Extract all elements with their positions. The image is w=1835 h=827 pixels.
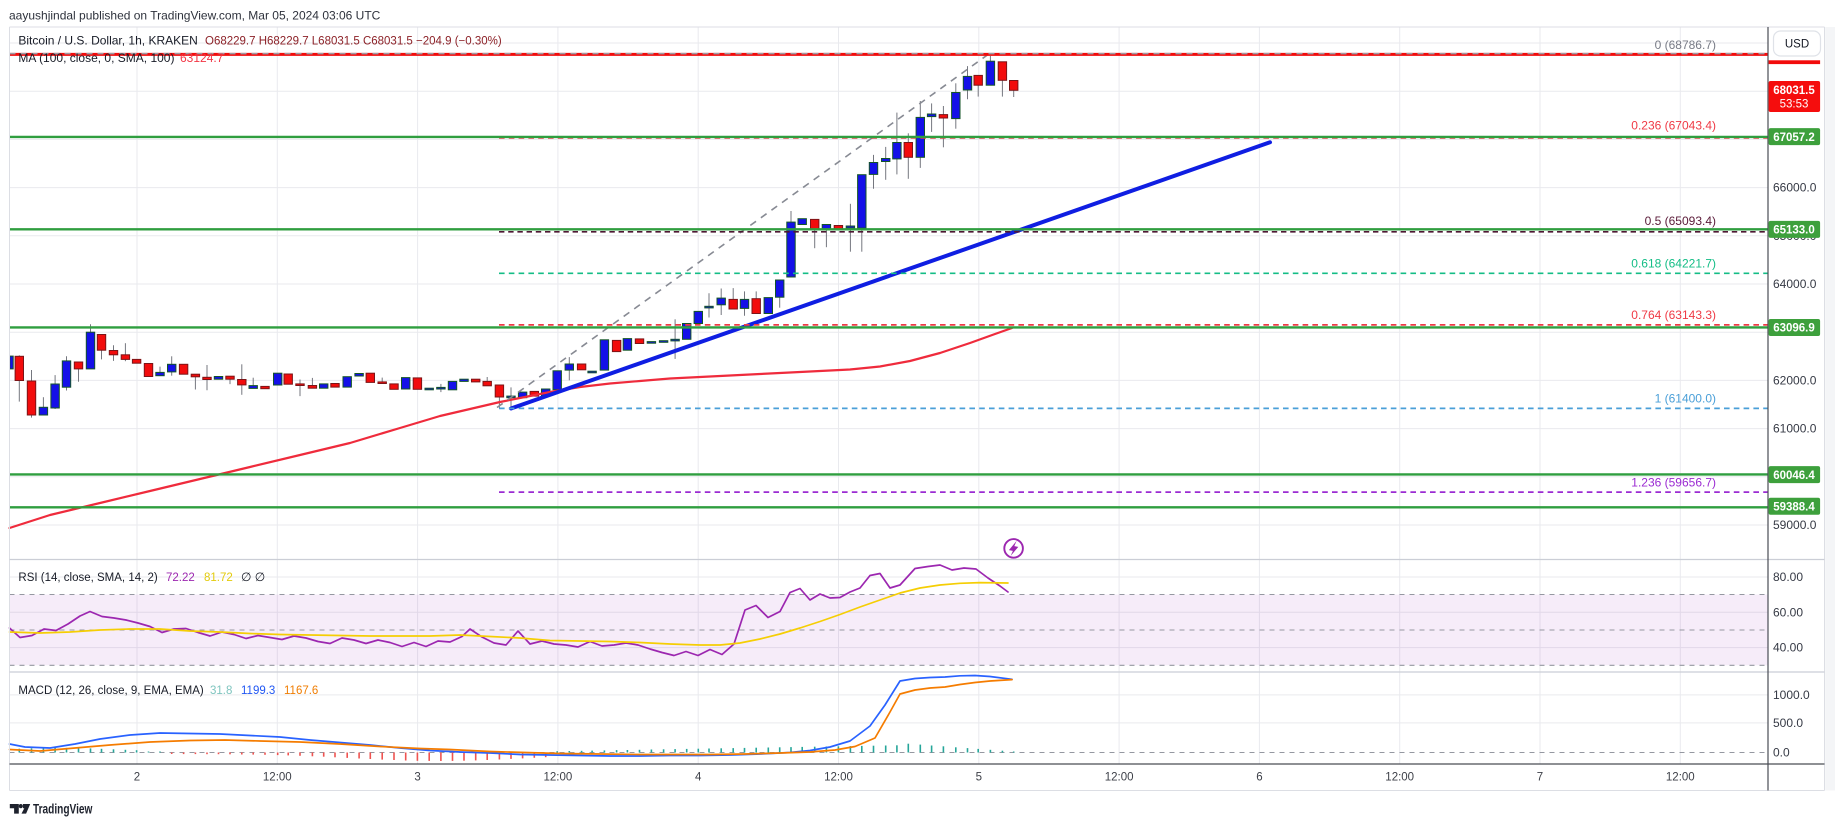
- svg-text:1 (61400.0): 1 (61400.0): [1655, 392, 1716, 406]
- svg-text:500.0: 500.0: [1773, 716, 1803, 730]
- svg-text:65133.0: 65133.0: [1773, 225, 1815, 237]
- svg-text:0.618 (64221.7): 0.618 (64221.7): [1631, 256, 1716, 270]
- svg-text:61000.0: 61000.0: [1773, 422, 1817, 436]
- svg-text:3: 3: [414, 772, 420, 784]
- svg-text:RSI (14, close, SMA, 14, 2): RSI (14, close, SMA, 14, 2): [18, 572, 158, 584]
- svg-text:MACD (12, 26, close, 9, EMA, E: MACD (12, 26, close, 9, EMA, EMA): [18, 685, 204, 697]
- svg-text:68031.5: 68031.5: [1773, 85, 1815, 97]
- svg-text:12:00: 12:00: [1105, 772, 1134, 784]
- svg-text:63124.7: 63124.7: [180, 51, 224, 65]
- svg-text:62000.0: 62000.0: [1773, 373, 1817, 387]
- svg-text:12:00: 12:00: [824, 772, 853, 784]
- svg-text:1167.6: 1167.6: [284, 685, 318, 697]
- svg-text:72.22: 72.22: [166, 572, 195, 584]
- svg-text:60.00: 60.00: [1773, 605, 1803, 619]
- svg-text:7: 7: [1537, 772, 1543, 784]
- svg-text:12:00: 12:00: [263, 772, 292, 784]
- svg-text:63096.9: 63096.9: [1773, 323, 1815, 335]
- svg-text:31.8: 31.8: [210, 685, 232, 697]
- svg-text:40.00: 40.00: [1773, 641, 1803, 655]
- svg-text:0.764 (63143.3): 0.764 (63143.3): [1631, 308, 1716, 322]
- svg-text:0.5 (65093.4): 0.5 (65093.4): [1645, 214, 1716, 228]
- svg-text:USD: USD: [1785, 39, 1809, 51]
- svg-text:60046.4: 60046.4: [1773, 470, 1815, 482]
- svg-text:1.236 (59656.7): 1.236 (59656.7): [1631, 475, 1716, 489]
- svg-text:59388.4: 59388.4: [1773, 502, 1815, 514]
- svg-text:53:53: 53:53: [1780, 99, 1809, 111]
- svg-text:∅ ∅: ∅ ∅: [241, 570, 265, 584]
- svg-text:TradingView: TradingView: [33, 801, 93, 817]
- svg-text:5: 5: [976, 772, 982, 784]
- svg-text:12:00: 12:00: [544, 772, 573, 784]
- svg-text:0.0: 0.0: [1773, 746, 1790, 760]
- svg-text:0.236 (67043.4): 0.236 (67043.4): [1631, 119, 1716, 133]
- svg-text:6: 6: [1256, 772, 1262, 784]
- svg-text:Bitcoin / U.S. Dollar, 1h, KRA: Bitcoin / U.S. Dollar, 1h, KRAKEN: [18, 34, 197, 48]
- svg-text:67057.2: 67057.2: [1773, 132, 1815, 144]
- svg-text:64000.0: 64000.0: [1773, 277, 1817, 291]
- svg-text:80.00: 80.00: [1773, 570, 1803, 584]
- svg-text:2: 2: [134, 772, 140, 784]
- svg-text:12:00: 12:00: [1385, 772, 1414, 784]
- svg-text:66000.0: 66000.0: [1773, 181, 1817, 195]
- svg-text:1199.3: 1199.3: [241, 685, 275, 697]
- svg-text:1000.0: 1000.0: [1773, 688, 1810, 702]
- svg-text:MA (100, close, 0, SMA, 100): MA (100, close, 0, SMA, 100): [18, 51, 174, 65]
- svg-text:12:00: 12:00: [1666, 772, 1695, 784]
- svg-text:aayushjindal published on Trad: aayushjindal published on TradingView.co…: [9, 9, 381, 23]
- svg-text:59000.0: 59000.0: [1773, 518, 1817, 532]
- svg-text:4: 4: [695, 772, 702, 784]
- svg-text:0 (68786.7): 0 (68786.7): [1655, 38, 1716, 52]
- svg-text:81.72: 81.72: [204, 572, 233, 584]
- svg-text:O68229.7 H68229.7 L68031.5: O68229.7 H68229.7 L68031.5 C68031.5 −204…: [205, 36, 502, 48]
